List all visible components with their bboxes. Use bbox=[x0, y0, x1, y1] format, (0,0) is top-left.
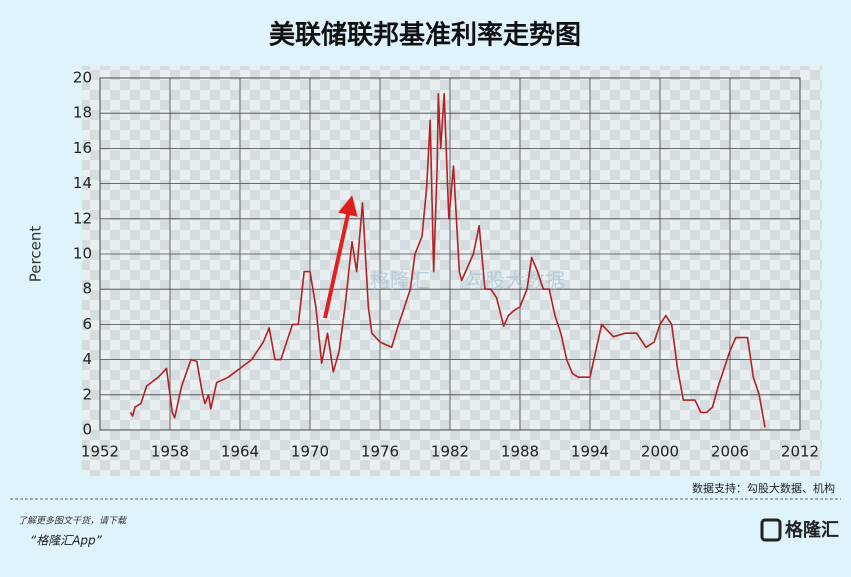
x-tick-label: 2006 bbox=[711, 443, 749, 461]
chart-background bbox=[82, 66, 822, 476]
y-tick-label: 10 bbox=[73, 245, 92, 263]
x-tick-label: 2000 bbox=[641, 443, 679, 461]
y-tick-label: 4 bbox=[82, 350, 92, 368]
watermark: 勾股大数据 bbox=[465, 269, 565, 293]
chart-title: 美联储联邦基准利率走势图 bbox=[269, 20, 581, 51]
y-tick-label: 6 bbox=[82, 315, 92, 333]
logo: 格隆汇 bbox=[785, 519, 839, 541]
footer-line2: “格隆汇App” bbox=[30, 534, 103, 548]
x-tick-label: 1958 bbox=[151, 443, 189, 461]
x-tick-label: 2012 bbox=[781, 443, 819, 461]
x-tick-label: 1964 bbox=[221, 443, 259, 461]
x-tick-label: 1970 bbox=[291, 443, 329, 461]
y-axis-label: Percent bbox=[27, 226, 45, 283]
logo-icon bbox=[760, 518, 782, 542]
y-tick-label: 12 bbox=[73, 209, 92, 227]
x-tick-label: 1988 bbox=[501, 443, 539, 461]
x-tick-label: 1994 bbox=[571, 443, 609, 461]
y-tick-label: 20 bbox=[73, 69, 92, 87]
annotation-arrow bbox=[323, 195, 358, 319]
x-tick-label: 1976 bbox=[361, 443, 399, 461]
x-tick-label: 1952 bbox=[81, 443, 119, 461]
plot: 0 2 4 6 8 10 12 14 16 18 20 1952 1958 1964 1970 1976 198… bbox=[73, 69, 819, 461]
y-tick-label: 14 bbox=[73, 174, 92, 192]
y-tick-label: 2 bbox=[82, 385, 92, 403]
x-tick-label: 1982 bbox=[431, 443, 469, 461]
watermark: 格隆汇 bbox=[370, 269, 430, 293]
footer-line1: 了解更多图文干货，请下载 bbox=[18, 516, 127, 527]
y-tick-label: 0 bbox=[82, 421, 92, 439]
y-tick-label: 18 bbox=[73, 104, 92, 122]
rate-line bbox=[129, 93, 766, 428]
y-tick-label: 8 bbox=[82, 280, 92, 298]
source: 数据支持：勾股大数据、机构 bbox=[692, 481, 835, 495]
y-tick-label: 16 bbox=[73, 139, 92, 157]
